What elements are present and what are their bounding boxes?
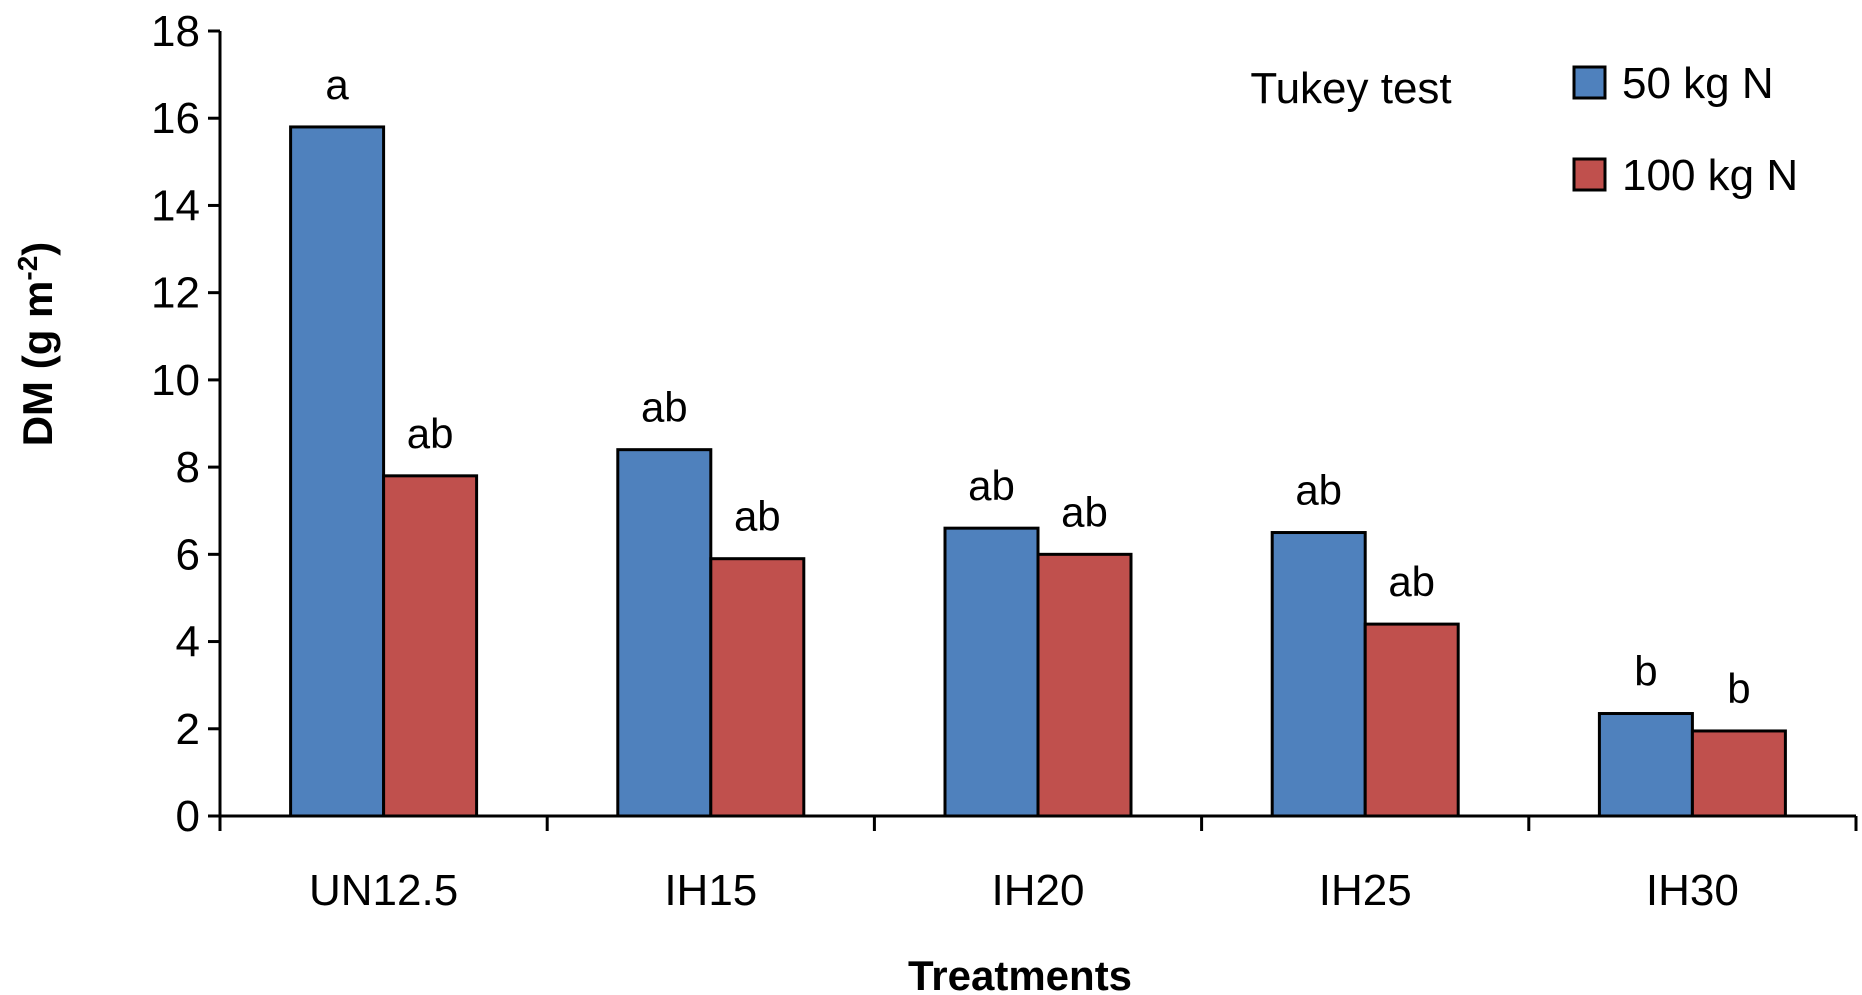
significance-label: ab — [1295, 467, 1342, 514]
bar-series-1 — [291, 127, 384, 816]
y-tick-label: 2 — [176, 705, 200, 754]
y-tick-label: 8 — [176, 443, 200, 492]
x-tick-label: IH25 — [1319, 866, 1412, 915]
y-tick-label: 6 — [176, 530, 200, 579]
bar-series-2 — [1038, 554, 1131, 816]
x-tick-label: IH30 — [1646, 866, 1739, 915]
significance-label: ab — [968, 462, 1015, 509]
bar-series-1 — [1272, 533, 1365, 816]
y-axis-title-superscript: -2 — [12, 256, 43, 281]
bar-series-1 — [945, 528, 1038, 816]
legend-label-series-1: 50 kg N — [1622, 59, 1774, 108]
annotation-tukey-test: Tukey test — [1250, 64, 1451, 113]
significance-label: b — [1634, 648, 1657, 695]
y-tick-label: 0 — [176, 792, 200, 841]
x-tick-label: IH20 — [992, 866, 1085, 915]
y-tick-label: 12 — [151, 269, 200, 318]
significance-label: b — [1727, 665, 1750, 712]
y-tick-label: 10 — [151, 356, 200, 405]
x-tick-label: UN12.5 — [309, 866, 458, 915]
bar-series-2 — [384, 476, 477, 816]
x-tick-label: IH15 — [664, 866, 757, 915]
y-tick-label: 18 — [151, 7, 200, 56]
bar-series-2 — [711, 559, 804, 816]
bar-series-2 — [1365, 624, 1458, 816]
bar-series-1 — [1599, 714, 1692, 816]
bar-series-1 — [618, 450, 711, 816]
significance-label: ab — [407, 410, 454, 457]
significance-label: a — [325, 61, 349, 108]
significance-label: ab — [1388, 558, 1435, 605]
y-axis-title-main: DM (g m — [14, 281, 61, 447]
bars — [291, 127, 1786, 816]
bar-series-2 — [1692, 731, 1785, 816]
y-axis-title-suffix: ) — [14, 242, 61, 256]
legend-swatch-series-2 — [1574, 159, 1605, 190]
significance-label: ab — [734, 493, 781, 540]
legend: 50 kg N 100 kg N — [1574, 59, 1798, 200]
y-tick-label: 4 — [176, 618, 200, 667]
significance-label: ab — [641, 384, 688, 431]
y-tick-label: 14 — [151, 181, 200, 230]
legend-swatch-series-1 — [1574, 67, 1605, 98]
legend-label-series-2: 100 kg N — [1622, 151, 1798, 200]
significance-label: ab — [1061, 488, 1108, 535]
y-tick-label: 16 — [151, 94, 200, 143]
x-axis-title: Treatments — [908, 952, 1132, 995]
y-axis-title: DM (g m-2) — [12, 242, 62, 447]
